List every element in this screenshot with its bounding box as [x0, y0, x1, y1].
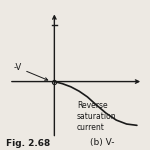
Text: -V: -V — [13, 63, 48, 80]
Text: Reverse
saturation
current: Reverse saturation current — [77, 101, 117, 132]
Text: (b) V-: (b) V- — [90, 138, 114, 147]
Text: Fig. 2.68: Fig. 2.68 — [6, 138, 50, 147]
